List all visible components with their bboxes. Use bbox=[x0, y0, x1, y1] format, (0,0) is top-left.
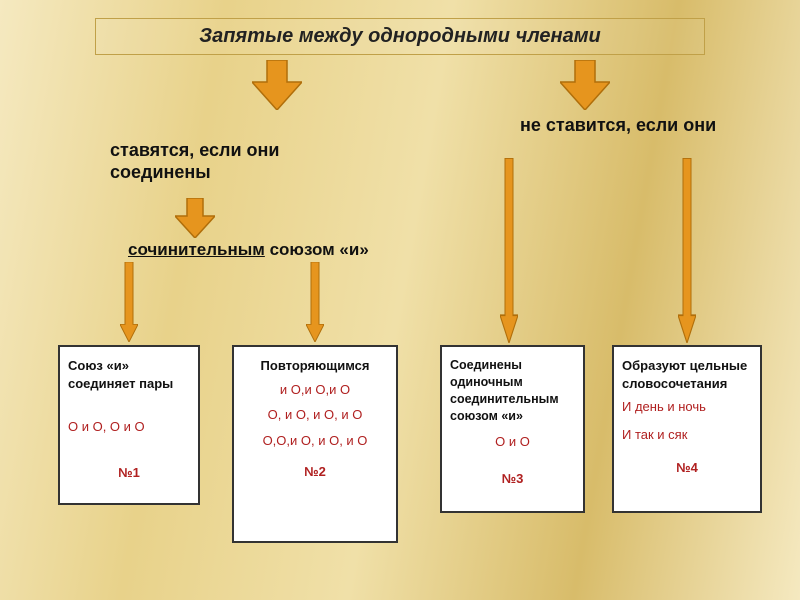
rule-pattern: И так и сяк bbox=[622, 426, 752, 444]
left-sub-label: сочинительным союзом «и» bbox=[128, 240, 388, 260]
rule-pattern: и О,и О,и О bbox=[242, 381, 388, 399]
page-title: Запятые между однородными членами bbox=[95, 18, 705, 55]
rule-box-2: Повторяющимся и О,и О,и О О, и О, и О, и… bbox=[232, 345, 398, 543]
rule-number: №2 bbox=[242, 463, 388, 481]
sub-label-underline: сочинительным bbox=[128, 240, 265, 259]
arrow-down-icon bbox=[306, 262, 324, 342]
rule-head: Соединены одиночным соединительным союзо… bbox=[450, 357, 575, 425]
rule-head: Повторяющимся bbox=[242, 357, 388, 375]
rule-pattern: О и О bbox=[450, 433, 575, 451]
arrow-down-icon bbox=[252, 60, 302, 110]
rule-box-4: Образуют цельные словосочетания И день и… bbox=[612, 345, 762, 513]
rule-pattern: О, и О, и О, и О bbox=[242, 406, 388, 424]
rule-number: №3 bbox=[450, 470, 575, 488]
arrow-down-icon bbox=[500, 158, 518, 343]
right-branch-label: не ставится, если они bbox=[520, 115, 760, 137]
left-branch-label: ставятся, если они соединены bbox=[110, 140, 370, 183]
arrow-down-icon bbox=[175, 198, 215, 238]
sub-label-rest: союзом «и» bbox=[265, 240, 369, 259]
rule-pattern: О и О, О и О bbox=[68, 418, 190, 436]
rule-head: Союз «и» соединяет пары bbox=[68, 357, 190, 392]
rule-head: Образуют цельные словосочетания bbox=[622, 357, 752, 392]
arrow-down-icon bbox=[560, 60, 610, 110]
rule-number: №1 bbox=[68, 464, 190, 482]
rule-box-3: Соединены одиночным соединительным союзо… bbox=[440, 345, 585, 513]
rule-box-1: Союз «и» соединяет пары О и О, О и О №1 bbox=[58, 345, 200, 505]
rule-pattern: И день и ночь bbox=[622, 398, 752, 416]
arrow-down-icon bbox=[120, 262, 138, 342]
rule-pattern: О,О,и О, и О, и О bbox=[242, 432, 388, 450]
rule-number: №4 bbox=[622, 459, 752, 477]
arrow-down-icon bbox=[678, 158, 696, 343]
